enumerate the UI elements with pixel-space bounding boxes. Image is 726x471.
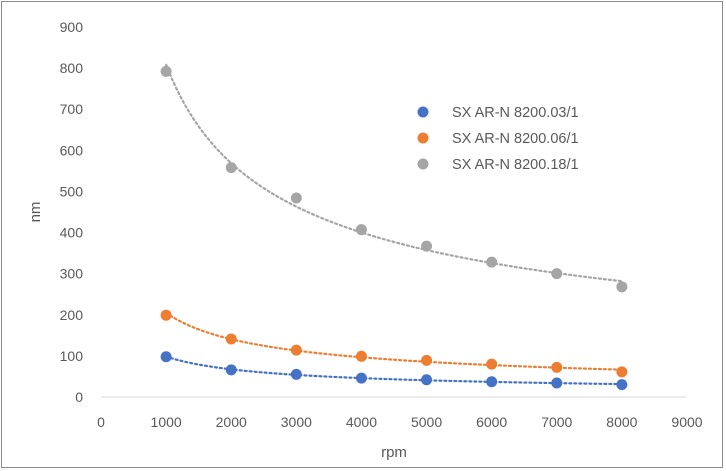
- legend-marker: [417, 158, 429, 170]
- y-tick-label: 300: [60, 266, 84, 282]
- data-point: [486, 376, 498, 388]
- data-point: [616, 281, 628, 293]
- data-point: [160, 351, 172, 363]
- data-point: [160, 65, 172, 77]
- trendlines: [165, 63, 623, 386]
- data-point: [355, 372, 367, 384]
- y-tick-labels: 0 100 200 300 400 500 600 700 800 900: [60, 19, 84, 405]
- data-point: [551, 377, 563, 389]
- y-tick-label: 600: [60, 142, 84, 158]
- data-point: [616, 379, 628, 391]
- legend: SX AR-N 8200.03/1 SX AR-N 8200.06/1 SX AR-…: [417, 105, 579, 173]
- y-tick-label: 200: [60, 307, 84, 323]
- data-point: [551, 268, 563, 280]
- legend-marker: [417, 132, 429, 144]
- legend-marker: [417, 106, 429, 118]
- data-point: [290, 344, 302, 356]
- legend-entry-label: SX AR-N 8200.03/1: [452, 105, 579, 121]
- data-point: [355, 224, 367, 236]
- data-points: [160, 65, 628, 391]
- x-tick-label: 4000: [346, 414, 377, 430]
- y-axis-label: nm: [27, 202, 44, 223]
- legend-entry-label: SX AR-N 8200.18/1: [452, 157, 579, 173]
- x-tick-label: 2000: [216, 414, 247, 430]
- trendline-series-3: [165, 63, 623, 283]
- x-tick-label: 7000: [541, 414, 572, 430]
- data-point: [421, 374, 433, 386]
- y-tick-label: 900: [60, 19, 84, 35]
- data-point: [486, 256, 498, 268]
- data-point: [616, 366, 628, 378]
- y-tick-label: 500: [60, 183, 84, 199]
- y-tick-label: 700: [60, 101, 84, 117]
- data-point: [225, 333, 237, 345]
- data-point: [290, 192, 302, 204]
- x-tick-labels: 0 1000 2000 3000 4000 5000 6000 7000 8000 9000: [97, 414, 703, 430]
- x-tick-label: 0: [97, 414, 105, 430]
- legend-entry-label: SX AR-N 8200.06/1: [452, 131, 579, 147]
- data-point: [225, 162, 237, 174]
- x-tick-label: 1000: [151, 414, 182, 430]
- data-point: [355, 350, 367, 362]
- data-point: [225, 364, 237, 376]
- x-tick-label: 6000: [476, 414, 507, 430]
- data-point: [421, 354, 433, 366]
- data-point: [486, 358, 498, 370]
- y-tick-label: 100: [60, 348, 84, 364]
- y-tick-label: 0: [75, 389, 83, 405]
- x-tick-label: 5000: [411, 414, 442, 430]
- x-tick-label: 3000: [281, 414, 312, 430]
- data-point: [160, 309, 172, 321]
- x-tick-label: 9000: [671, 414, 702, 430]
- trendline-series-2: [165, 311, 623, 371]
- y-tick-label: 400: [60, 225, 84, 241]
- trendline-series-1: [165, 355, 623, 386]
- data-point: [421, 240, 433, 252]
- data-point: [551, 361, 563, 373]
- x-axis-label: rpm: [381, 444, 407, 461]
- data-point: [290, 368, 302, 380]
- x-tick-label: 8000: [606, 414, 637, 430]
- y-tick-label: 800: [60, 60, 84, 76]
